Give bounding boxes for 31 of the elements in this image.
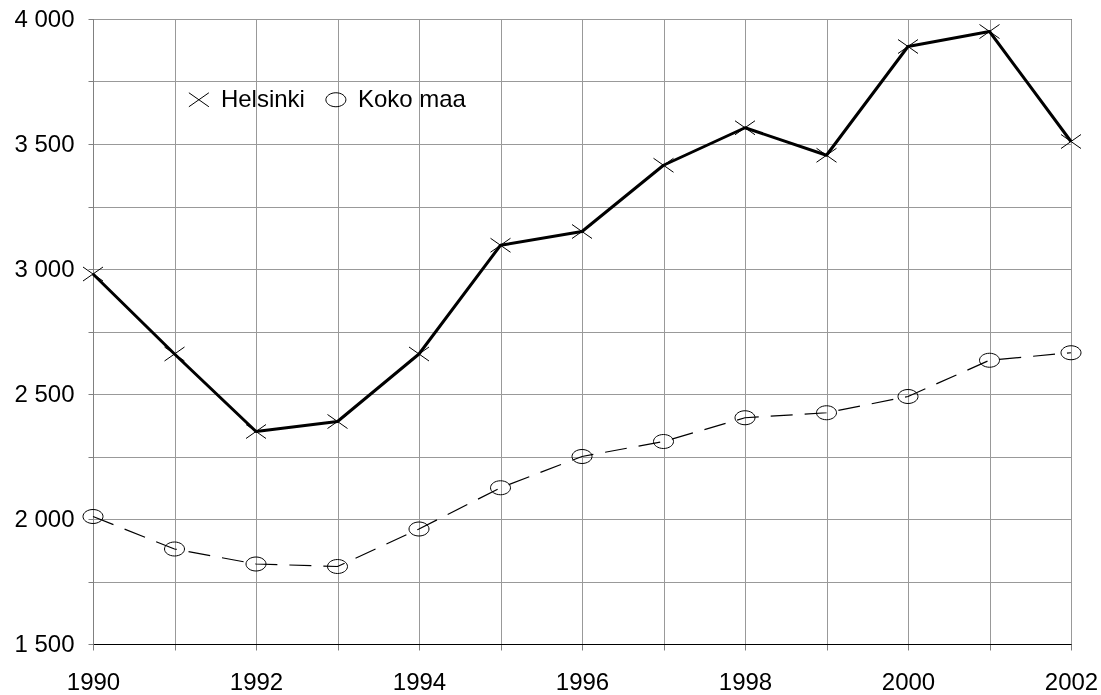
point <box>816 405 837 421</box>
point <box>245 556 267 572</box>
y-tick-label: 2 500 <box>14 379 75 407</box>
y-tick-label: 4 000 <box>14 4 75 32</box>
y-tick-label: 3 500 <box>14 129 75 157</box>
point <box>408 521 430 537</box>
x-tick-label: 1994 <box>392 667 447 695</box>
x-tick-label: 1990 <box>66 667 121 695</box>
point <box>653 434 674 449</box>
x-tick-label: 2000 <box>881 667 936 695</box>
y-tick-label: 1 500 <box>14 629 75 657</box>
y-tick-label: 3 000 <box>14 254 75 282</box>
point <box>734 410 756 426</box>
x-tick-label: 1998 <box>718 667 773 695</box>
legend-label: Koko maa <box>357 84 467 112</box>
legend-label: Helsinki <box>220 84 305 112</box>
y-tick-label: 2 000 <box>14 504 75 532</box>
point <box>82 266 104 282</box>
point <box>164 541 185 557</box>
point <box>1060 345 1082 361</box>
point <box>734 120 756 136</box>
point <box>327 559 348 574</box>
point <box>164 346 185 362</box>
point <box>816 147 837 163</box>
x-tick-label: 1992 <box>229 667 284 695</box>
point <box>490 237 511 253</box>
point <box>979 24 1000 39</box>
point <box>490 480 511 496</box>
x-tick-label: 2002 <box>1044 667 1099 695</box>
x-tick-label: 1996 <box>555 667 610 695</box>
point <box>979 352 1000 368</box>
